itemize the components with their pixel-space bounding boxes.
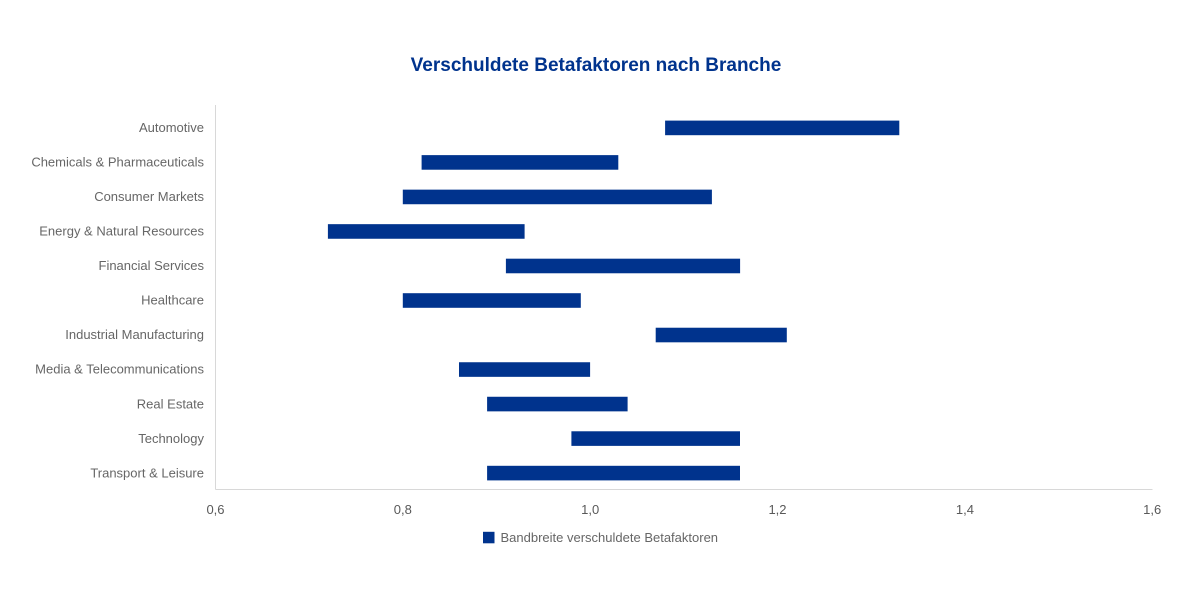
svg-text:Verschuldete Betafaktoren nach: Verschuldete Betafaktoren nach Branche <box>411 55 782 76</box>
svg-text:Consumer Markets: Consumer Markets <box>94 189 204 204</box>
svg-text:Media & Telecommunications: Media & Telecommunications <box>35 362 204 377</box>
svg-text:Healthcare: Healthcare <box>141 293 204 308</box>
svg-text:Financial Services: Financial Services <box>99 258 205 273</box>
svg-text:Transport & Leisure: Transport & Leisure <box>90 465 204 480</box>
svg-text:Automotive: Automotive <box>139 120 204 135</box>
svg-text:1,6: 1,6 <box>1143 502 1161 517</box>
svg-text:Real Estate: Real Estate <box>137 396 204 411</box>
svg-text:1,4: 1,4 <box>956 502 974 517</box>
svg-text:1,2: 1,2 <box>768 502 786 517</box>
svg-text:0,8: 0,8 <box>394 502 412 517</box>
svg-text:Energy & Natural Resources: Energy & Natural Resources <box>39 224 204 239</box>
svg-text:Bandbreite verschuldete Betafa: Bandbreite verschuldete Betafaktoren <box>501 530 719 545</box>
svg-text:0,6: 0,6 <box>206 502 224 517</box>
svg-text:1,0: 1,0 <box>581 502 599 517</box>
svg-text:Chemicals & Pharmaceuticals: Chemicals & Pharmaceuticals <box>31 155 204 170</box>
svg-text:Technology: Technology <box>138 431 204 446</box>
svg-text:Industrial Manufacturing: Industrial Manufacturing <box>65 327 204 342</box>
